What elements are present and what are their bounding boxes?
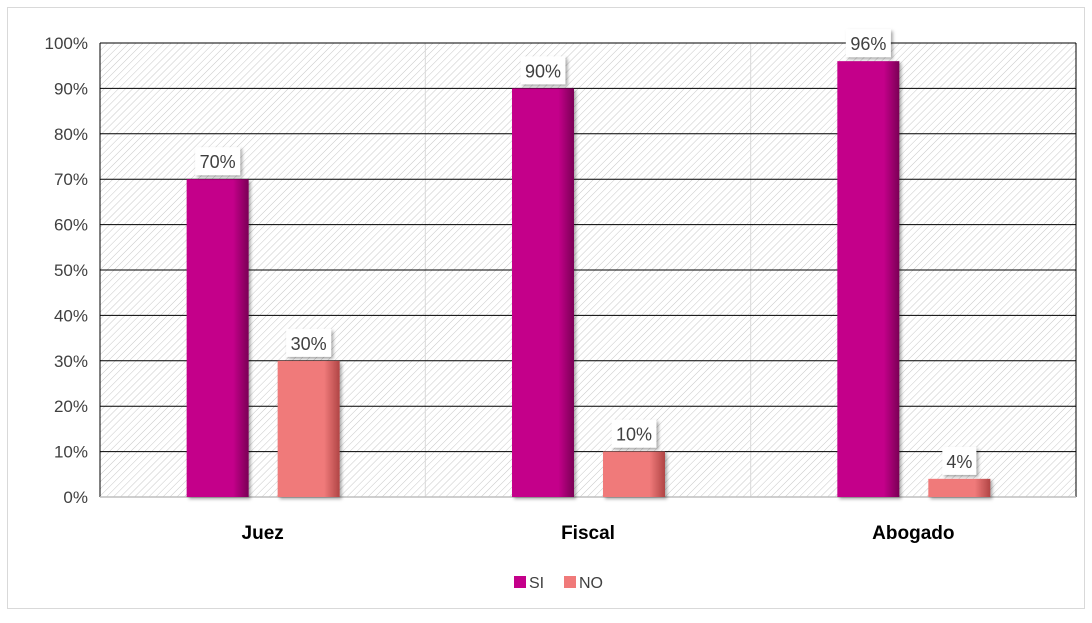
y-tick-label: 50% xyxy=(54,261,88,280)
data-label-box xyxy=(286,328,332,357)
y-tick-label: 20% xyxy=(54,397,88,416)
legend-swatch-si xyxy=(514,576,526,588)
bar-si-fiscal xyxy=(512,88,574,498)
data-label-box xyxy=(845,29,891,58)
data-label: 70% xyxy=(200,152,236,172)
bar-si-juez xyxy=(186,179,249,497)
bar-no-juez xyxy=(277,360,340,497)
y-tick-label: 80% xyxy=(54,125,88,144)
y-tick-label: 60% xyxy=(54,216,88,235)
y-tick-label: 0% xyxy=(63,488,88,507)
y-tick-label: 10% xyxy=(54,443,88,462)
y-tick-label: 70% xyxy=(54,170,88,189)
x-category-label: Abogado xyxy=(872,523,954,544)
x-category-label: Fiscal xyxy=(561,523,615,544)
bar-no-abogado xyxy=(928,478,991,497)
bar-si-abogado xyxy=(837,61,900,497)
legend-label-si: SI xyxy=(529,575,544,592)
bar-chart: 0% 10% 20% 30% 40% 50% 60% 70% 80% 90% 100% 70% 30% J… xyxy=(45,29,1077,592)
bar-no-fiscal xyxy=(603,451,665,497)
legend-label-no: NO xyxy=(579,575,603,592)
data-label-box xyxy=(520,56,566,85)
x-category-label: Juez xyxy=(242,523,284,544)
data-label: 90% xyxy=(525,61,561,81)
y-tick-label: 100% xyxy=(45,34,88,53)
data-label: 96% xyxy=(850,34,886,54)
data-label: 10% xyxy=(616,425,652,445)
legend-swatch-no xyxy=(564,576,576,588)
data-label-box xyxy=(195,147,241,176)
y-tick-label: 90% xyxy=(54,79,88,98)
data-label: 30% xyxy=(291,334,327,354)
chart-container: 0% 10% 20% 30% 40% 50% 60% 70% 80% 90% 100% 70% 30% J… xyxy=(7,7,1085,609)
data-label-box xyxy=(611,419,657,448)
y-tick-label: 40% xyxy=(54,306,88,325)
data-label-box xyxy=(942,446,977,475)
y-tick-label: 30% xyxy=(54,352,88,371)
data-label: 4% xyxy=(946,452,972,472)
